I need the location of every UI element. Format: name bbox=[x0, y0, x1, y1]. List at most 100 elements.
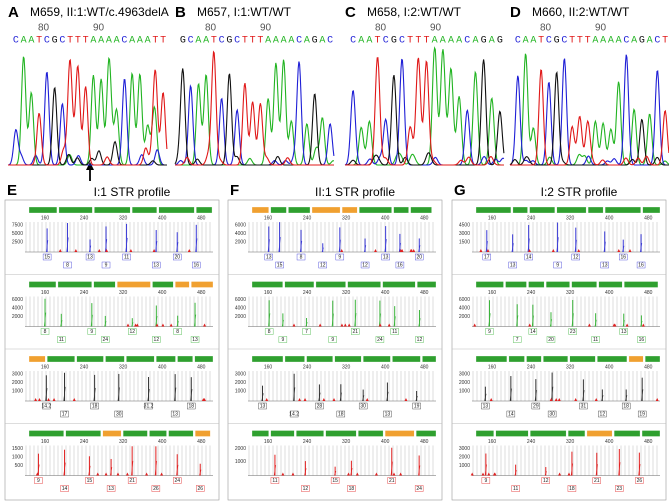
locus-box bbox=[158, 206, 195, 214]
peak bbox=[176, 321, 179, 327]
x-tick-label: 480 bbox=[644, 364, 653, 370]
bin-band bbox=[49, 222, 51, 252]
bin-band bbox=[352, 445, 354, 476]
y-tick-label: 3000 bbox=[459, 446, 470, 452]
allele-label: 12 bbox=[573, 254, 579, 260]
bin-band bbox=[256, 371, 258, 401]
peak bbox=[117, 387, 120, 402]
allele-box bbox=[258, 402, 267, 410]
marker bbox=[487, 472, 491, 476]
allele-label: 30 bbox=[116, 411, 122, 417]
bin-band bbox=[512, 445, 514, 476]
bin-band bbox=[304, 445, 306, 476]
bin-band bbox=[600, 296, 602, 327]
bin-band bbox=[492, 445, 494, 476]
locus-box bbox=[306, 355, 333, 363]
locus-box bbox=[508, 355, 525, 363]
locus-box bbox=[586, 430, 613, 437]
y-tick-label: 4000 bbox=[235, 231, 246, 237]
x-tick-label: 400 bbox=[605, 290, 614, 296]
bin-band bbox=[416, 222, 418, 252]
bin-band bbox=[604, 371, 606, 401]
allele-box bbox=[395, 261, 405, 269]
bin-band bbox=[636, 296, 638, 327]
base-call: A bbox=[195, 36, 201, 47]
bin-band bbox=[316, 222, 318, 252]
peak bbox=[384, 239, 387, 253]
allele-box bbox=[122, 253, 131, 261]
panel-letter: F bbox=[230, 182, 239, 199]
bin-band bbox=[189, 445, 191, 476]
base-call: A bbox=[106, 36, 112, 47]
x-tick-label: 240 bbox=[80, 364, 89, 370]
peak bbox=[378, 313, 382, 327]
bin-band bbox=[624, 296, 626, 327]
marker bbox=[392, 472, 396, 476]
bin-band bbox=[304, 222, 306, 252]
allele-label: 9 bbox=[556, 262, 559, 268]
bin-band bbox=[512, 371, 514, 401]
bin-band bbox=[252, 445, 254, 476]
bin-band bbox=[312, 222, 314, 252]
locus-box bbox=[284, 281, 315, 288]
locus-box bbox=[495, 430, 529, 437]
y-tick-label: 1000 bbox=[459, 463, 470, 469]
bin-band bbox=[324, 445, 326, 476]
bin-band bbox=[248, 296, 250, 327]
bin-band bbox=[169, 222, 171, 252]
marker bbox=[265, 398, 269, 401]
bin-band bbox=[300, 296, 302, 327]
base-call: T bbox=[75, 36, 81, 47]
base-call: C bbox=[654, 36, 660, 47]
marker bbox=[374, 472, 378, 476]
bin-band bbox=[388, 371, 390, 401]
bin-band bbox=[356, 222, 358, 252]
marker bbox=[551, 249, 555, 252]
allele-box bbox=[636, 261, 646, 269]
allele-box bbox=[127, 477, 137, 484]
locus-box bbox=[93, 281, 116, 288]
bin-band bbox=[57, 296, 59, 327]
bin-band bbox=[556, 445, 558, 476]
bin-band bbox=[268, 371, 270, 401]
bin-band bbox=[472, 445, 474, 476]
locus-box bbox=[270, 206, 287, 214]
bin-band bbox=[412, 371, 414, 401]
bin-band bbox=[320, 296, 322, 327]
allele-label: 20 bbox=[548, 337, 554, 343]
base-call: T bbox=[83, 36, 89, 47]
bin-band bbox=[420, 222, 422, 252]
bin-band bbox=[133, 371, 135, 401]
bin-band bbox=[368, 296, 370, 327]
peak bbox=[63, 462, 66, 476]
bin-band bbox=[368, 445, 370, 476]
peak bbox=[131, 322, 134, 327]
bin-band bbox=[73, 296, 75, 327]
peak bbox=[625, 395, 628, 402]
bin-band bbox=[133, 222, 135, 252]
allele-label: 19 bbox=[414, 403, 420, 409]
y-tick-label: 7500 bbox=[12, 222, 23, 228]
bin-band bbox=[65, 296, 67, 327]
bin-band bbox=[536, 371, 538, 401]
bin-band bbox=[304, 371, 306, 401]
bin-band bbox=[356, 371, 358, 401]
bin-band bbox=[308, 371, 310, 401]
x-tick-label: 400 bbox=[158, 439, 167, 445]
allele-label: 28 bbox=[317, 403, 323, 409]
bin-band bbox=[41, 222, 43, 252]
base-call: T bbox=[415, 36, 421, 47]
bin-band bbox=[612, 296, 614, 327]
allele-label: 13 bbox=[621, 329, 627, 335]
bin-band bbox=[580, 371, 582, 401]
bin-band bbox=[272, 222, 274, 252]
bin-band bbox=[364, 371, 366, 401]
locus-box bbox=[417, 281, 437, 288]
marker bbox=[481, 472, 485, 476]
bin-band bbox=[632, 296, 634, 327]
allele-box bbox=[275, 261, 284, 269]
bin-band bbox=[588, 296, 590, 327]
bin-band bbox=[260, 371, 262, 401]
x-tick-label: 480 bbox=[420, 364, 429, 370]
allele-box bbox=[615, 485, 624, 492]
